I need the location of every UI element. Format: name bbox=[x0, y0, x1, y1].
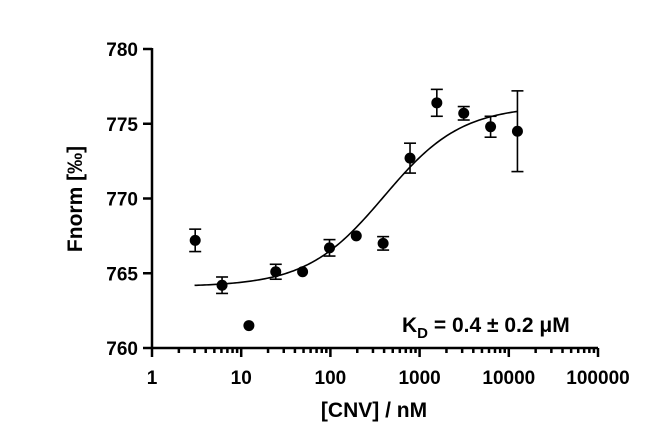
x-tick-label: 100000 bbox=[566, 368, 629, 389]
axes: 760 765 770 775 780 1 10 100 1000 10000 100000 bbox=[106, 40, 629, 389]
data-point bbox=[297, 266, 309, 278]
data-point bbox=[270, 266, 282, 278]
kd-annotation-suffix: = 0.4 ± 0.2 μM bbox=[428, 314, 570, 337]
x-tick-label: 100 bbox=[315, 368, 347, 389]
x-axis-title: [CNV] / nM bbox=[321, 399, 427, 422]
data-point bbox=[377, 237, 389, 249]
data-point bbox=[243, 320, 255, 332]
data-point bbox=[189, 234, 201, 246]
x-tick-label: 1 bbox=[147, 368, 158, 389]
fit-layer bbox=[194, 110, 518, 287]
y-tick-label: 770 bbox=[106, 190, 138, 211]
kd-annotation-prefix: K bbox=[402, 314, 417, 337]
y-tick-label: 765 bbox=[106, 264, 138, 285]
data-point bbox=[458, 107, 470, 119]
data-points bbox=[189, 88, 524, 332]
data-point bbox=[350, 230, 362, 242]
data-point bbox=[485, 121, 497, 133]
x-tick-label: 1000 bbox=[398, 368, 440, 389]
data-point bbox=[323, 242, 335, 254]
y-axis-title: Fnorm [‰] bbox=[64, 146, 87, 252]
data-point bbox=[216, 279, 228, 291]
data-point bbox=[404, 152, 416, 164]
kd-annotation-subscript: D bbox=[417, 325, 428, 342]
x-tick-label: 10000 bbox=[482, 368, 535, 389]
data-point bbox=[431, 97, 443, 109]
fit-curve bbox=[194, 110, 518, 287]
y-tick-label: 780 bbox=[106, 40, 138, 61]
kd-annotation: KD = 0.4 ± 0.2 μM bbox=[402, 314, 570, 342]
y-tick-label: 760 bbox=[106, 339, 138, 360]
x-tick-label: 10 bbox=[231, 368, 252, 389]
y-tick-label: 775 bbox=[106, 115, 138, 136]
data-point bbox=[511, 125, 523, 137]
